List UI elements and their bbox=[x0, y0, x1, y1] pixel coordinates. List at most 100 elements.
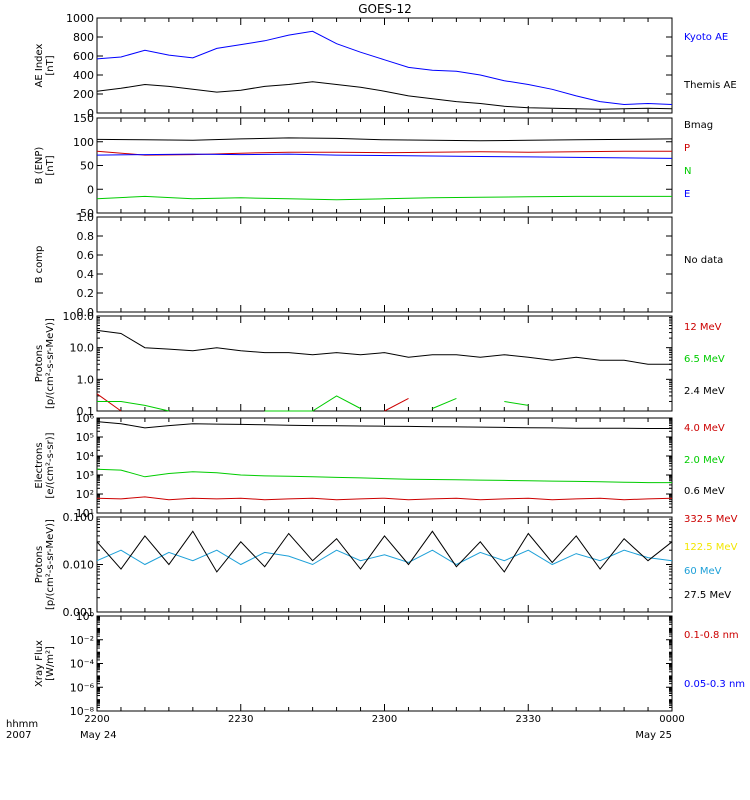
legend-entry: Kyoto AE bbox=[684, 32, 728, 43]
y-tick-label: 0.001 bbox=[63, 606, 95, 619]
panel-1: 0 200 400 600 800 1000 AE Index [nT] Kyoto AE The… bbox=[34, 12, 737, 120]
series-line bbox=[96, 329, 672, 365]
panel-4: 0.1 1.0 10.0 100.0 Protons [p/(cm²-s-sr-MeV)]… bbox=[34, 310, 725, 418]
y-axis-unit: [p/(cm²-s-sr-MeV)] bbox=[45, 318, 56, 409]
end-date-label: May 25 bbox=[635, 730, 672, 741]
y-tick-label: 400 bbox=[73, 69, 94, 82]
x-tick-label: 2330 bbox=[516, 714, 541, 725]
series-line bbox=[384, 397, 409, 412]
y-tick-label: 10.0 bbox=[70, 342, 95, 355]
series-line bbox=[97, 401, 170, 412]
x-tick-label: 0000 bbox=[659, 714, 684, 725]
legend-entry: 0.1-0.8 nm bbox=[684, 630, 739, 641]
y-tick-label: 10⁻⁸ bbox=[70, 705, 95, 718]
y-tick-label: 50 bbox=[80, 160, 94, 173]
legend-entry: 4.0 MeV bbox=[684, 423, 725, 434]
legend-entry: 2.0 MeV bbox=[684, 455, 725, 466]
panel-frame bbox=[96, 516, 673, 613]
y-axis-unit: [p/(cm²-s-sr-MeV)] bbox=[45, 519, 56, 610]
y-tick-label: 0.1 bbox=[77, 405, 95, 418]
series-line bbox=[96, 30, 673, 106]
y-tick-label: 200 bbox=[73, 88, 94, 101]
legend-entry: 2.4 MeV bbox=[684, 386, 725, 397]
legend-entry: 0.6 MeV bbox=[684, 486, 725, 497]
y-tick-label: 600 bbox=[73, 50, 94, 63]
y-tick-label: -50 bbox=[76, 207, 94, 220]
y-axis-label: Protons bbox=[34, 546, 45, 583]
series-line bbox=[96, 195, 672, 201]
panel-frame bbox=[96, 17, 673, 114]
y-tick-label: 10⁴ bbox=[76, 450, 95, 463]
y-axis-unit: [e/(cm²-s-sr)] bbox=[45, 432, 56, 498]
y-tick-label: 10⁻⁴ bbox=[70, 658, 95, 671]
legend-entry: Bmag bbox=[684, 120, 713, 131]
series-line bbox=[264, 395, 361, 412]
y-tick-label: 10⁻² bbox=[70, 634, 94, 647]
panel-5: 10¹ 10² 10³ 10⁴ 10⁵ 10⁶ Electrons [e/(cm²-s-sr)… bbox=[34, 412, 725, 520]
x-tick-label: 2200 bbox=[84, 714, 109, 725]
y-tick-label: 1.0 bbox=[77, 373, 95, 386]
y-tick-label: 0.010 bbox=[63, 559, 95, 572]
x-tick-label: 2300 bbox=[372, 714, 397, 725]
series-line bbox=[504, 401, 529, 406]
y-tick-label: 10² bbox=[76, 488, 94, 501]
panel-7: 10⁻⁸ 10⁻⁶ 10⁻⁴ 10⁻² 10⁰ Xray Flux [W/m²] 0.1-0.… bbox=[34, 610, 745, 718]
y-tick-label: 1.0 bbox=[77, 211, 95, 224]
time-row-label-1: hhmm bbox=[6, 719, 38, 730]
series-line bbox=[96, 137, 673, 142]
y-tick-label: 0.6 bbox=[77, 249, 95, 262]
panel-frame bbox=[96, 615, 673, 712]
legend-entry: P bbox=[684, 143, 690, 154]
y-tick-label: 10⁵ bbox=[76, 431, 94, 444]
y-axis-unit: [W/m²] bbox=[45, 646, 56, 681]
time-row-label-2: 2007 bbox=[6, 730, 31, 741]
y-tick-label: 0.0 bbox=[77, 306, 95, 319]
plot-title: GOES-12 bbox=[358, 2, 412, 16]
legend-entry: 60 MeV bbox=[684, 566, 722, 577]
y-tick-label: 0.100 bbox=[63, 511, 95, 524]
series-line bbox=[96, 153, 673, 159]
legend-entry: E bbox=[684, 189, 690, 200]
legend-entry: 122.5 MeV bbox=[684, 542, 738, 553]
y-axis-label: AE Index bbox=[34, 43, 45, 87]
series-line bbox=[96, 393, 122, 412]
y-axis-label: Protons bbox=[34, 345, 45, 382]
y-tick-label: 0 bbox=[87, 107, 94, 120]
x-tick-label: 2230 bbox=[228, 714, 253, 725]
y-axis-label: Xray Flux bbox=[34, 640, 45, 687]
y-tick-label: 10¹ bbox=[76, 507, 94, 520]
y-axis-label: B (ENP) bbox=[34, 147, 45, 185]
legend-entry: N bbox=[684, 166, 691, 177]
y-axis-label: Electrons bbox=[34, 442, 45, 488]
y-tick-label: 10⁶ bbox=[76, 412, 95, 425]
panel-2: -50 0 50 100 150 B (ENP) [nT] Bmag P N E bbox=[34, 112, 713, 220]
legend-entry: 332.5 MeV bbox=[684, 514, 738, 525]
y-tick-label: 0.8 bbox=[77, 230, 95, 243]
y-tick-label: 10⁻⁶ bbox=[70, 681, 95, 694]
start-date-label: May 24 bbox=[80, 730, 117, 741]
series-line bbox=[96, 81, 673, 110]
y-tick-label: 0.2 bbox=[77, 287, 95, 300]
panel-frame bbox=[96, 315, 673, 412]
series-line bbox=[96, 421, 672, 429]
y-tick-label: 150 bbox=[73, 112, 94, 125]
y-tick-label: 0 bbox=[87, 183, 94, 196]
series-line bbox=[96, 549, 673, 566]
series-line bbox=[96, 468, 672, 484]
legend-entry: 0.05-0.3 nm bbox=[684, 679, 745, 690]
legend-entry: 6.5 MeV bbox=[684, 354, 725, 365]
y-tick-label: 1000 bbox=[66, 12, 94, 25]
series-line bbox=[96, 496, 673, 501]
panel-3: 0.0 0.2 0.4 0.6 0.8 1.0 B comp No data bbox=[34, 211, 723, 319]
y-tick-label: 10⁰ bbox=[76, 610, 95, 623]
y-axis-unit: [nT] bbox=[45, 155, 56, 175]
series-line bbox=[96, 530, 673, 573]
y-tick-label: 10³ bbox=[76, 469, 94, 482]
y-tick-label: 100.0 bbox=[63, 310, 95, 323]
y-axis-label: B comp bbox=[34, 246, 45, 284]
y-tick-label: 100 bbox=[73, 136, 94, 149]
panel-6: 0.001 0.010 0.100 Protons [p/(cm²-s-sr-MeV)]… bbox=[34, 511, 738, 619]
legend-entry: 27.5 MeV bbox=[684, 590, 731, 601]
series-line bbox=[432, 397, 457, 409]
